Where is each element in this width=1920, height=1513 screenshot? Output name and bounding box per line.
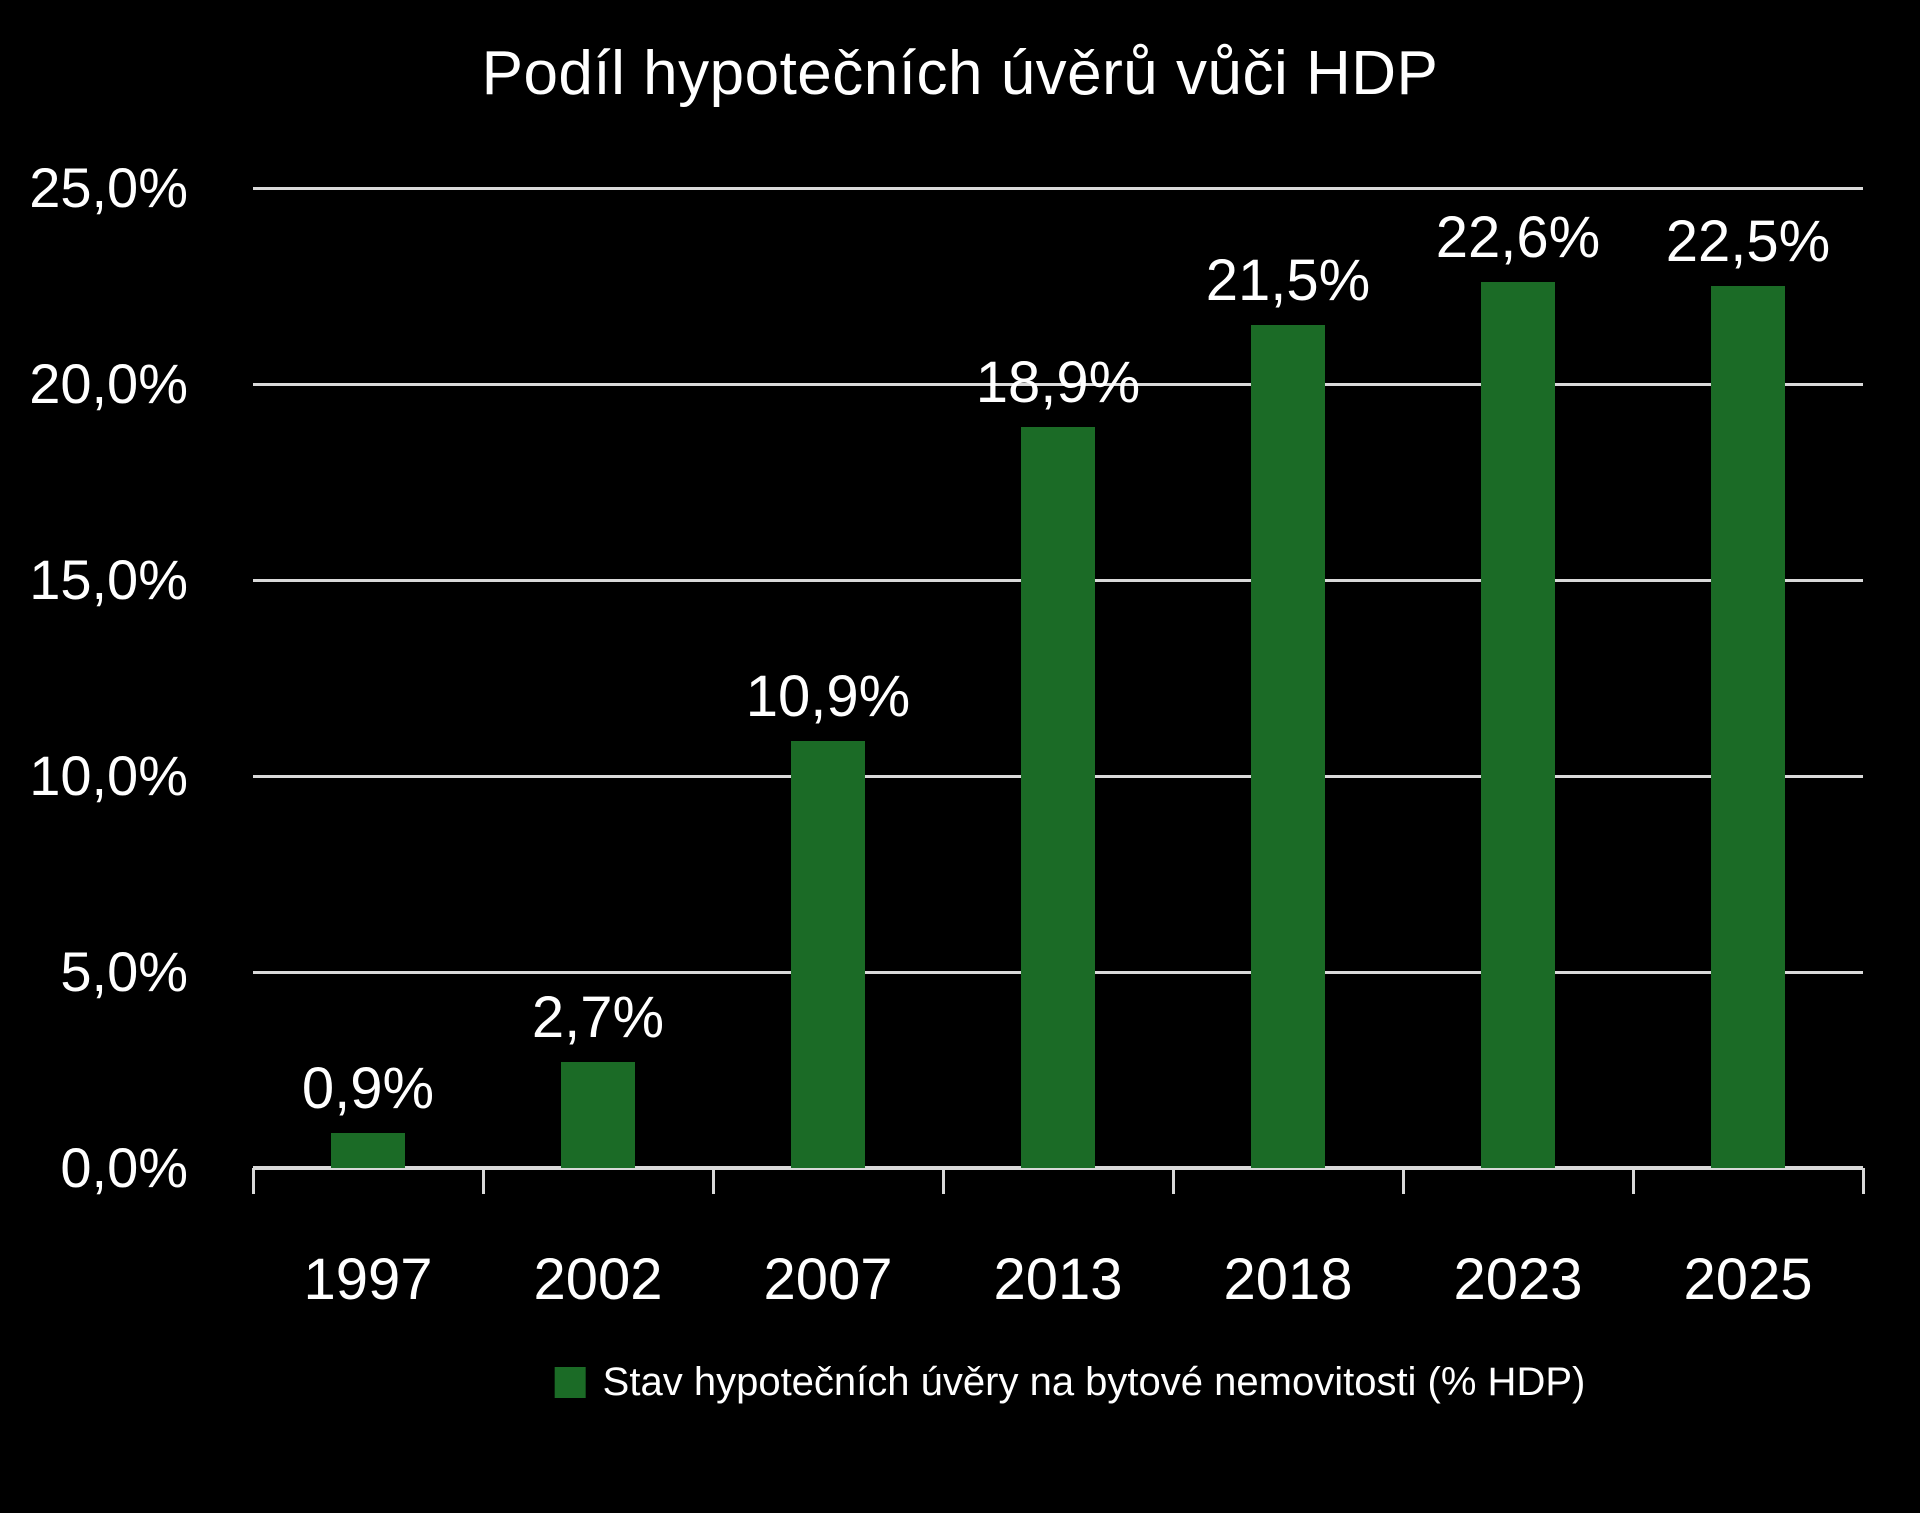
bar-value-label: 0,9% <box>301 1055 435 1121</box>
bar-value-label: 2,7% <box>531 985 665 1051</box>
legend-label: Stav hypotečních úvěry na bytové nemovit… <box>602 1360 1586 1404</box>
y-axis-label: 25,0% <box>29 156 188 219</box>
x-axis-tick <box>481 1168 485 1194</box>
x-axis-label: 1997 <box>303 1247 433 1312</box>
x-axis-tick <box>711 1168 715 1194</box>
x-axis-tick <box>251 1168 255 1194</box>
bar-value-label: 22,6% <box>1435 205 1601 271</box>
bar <box>1711 286 1785 1168</box>
x-axis-baseline <box>253 1166 1863 1170</box>
bar <box>1251 325 1325 1168</box>
bar-value-label: 18,9% <box>975 350 1141 416</box>
bar <box>791 740 865 1168</box>
x-axis-tick <box>1401 1168 1405 1194</box>
bar <box>1021 427 1095 1168</box>
x-axis-label: 2002 <box>533 1247 663 1312</box>
x-axis-tick <box>941 1168 945 1194</box>
x-axis-tick <box>1171 1168 1175 1194</box>
y-axis-label: 0,0% <box>60 1136 188 1199</box>
gridline <box>253 186 1863 190</box>
y-axis-label: 20,0% <box>29 352 188 415</box>
x-axis-tick <box>1861 1168 1865 1194</box>
bar <box>331 1132 405 1168</box>
x-axis-label: 2013 <box>993 1247 1123 1312</box>
chart-title: Podíl hypotečních úvěrů vůči HDP <box>481 39 1439 108</box>
x-axis-label: 2018 <box>1223 1247 1353 1312</box>
y-axis-label: 5,0% <box>60 940 188 1003</box>
x-axis-tick <box>1631 1168 1635 1194</box>
gridline <box>253 382 1863 386</box>
bar <box>1481 282 1555 1168</box>
x-axis-label: 2007 <box>763 1247 893 1312</box>
y-axis-label: 10,0% <box>29 744 188 807</box>
legend-marker-square-icon <box>554 1367 586 1398</box>
bar-value-label: 22,5% <box>1665 209 1831 274</box>
bar-value-label: 10,9% <box>745 663 911 729</box>
bar-value-label: 21,5% <box>1205 248 1371 314</box>
legend: Stav hypotečních úvěry na bytové nemovit… <box>554 1360 1586 1405</box>
x-axis-label: 2023 <box>1453 1247 1583 1312</box>
x-axis-label: 2025 <box>1683 1247 1813 1312</box>
bar <box>561 1062 635 1168</box>
y-axis-label: 15,0% <box>29 548 188 611</box>
